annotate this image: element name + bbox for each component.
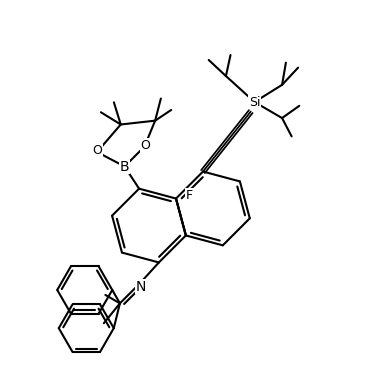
- Text: Si: Si: [249, 96, 260, 108]
- Text: N: N: [135, 280, 146, 294]
- Text: B: B: [120, 160, 129, 174]
- Text: F: F: [186, 189, 193, 202]
- Text: O: O: [140, 139, 150, 152]
- Text: O: O: [92, 144, 102, 157]
